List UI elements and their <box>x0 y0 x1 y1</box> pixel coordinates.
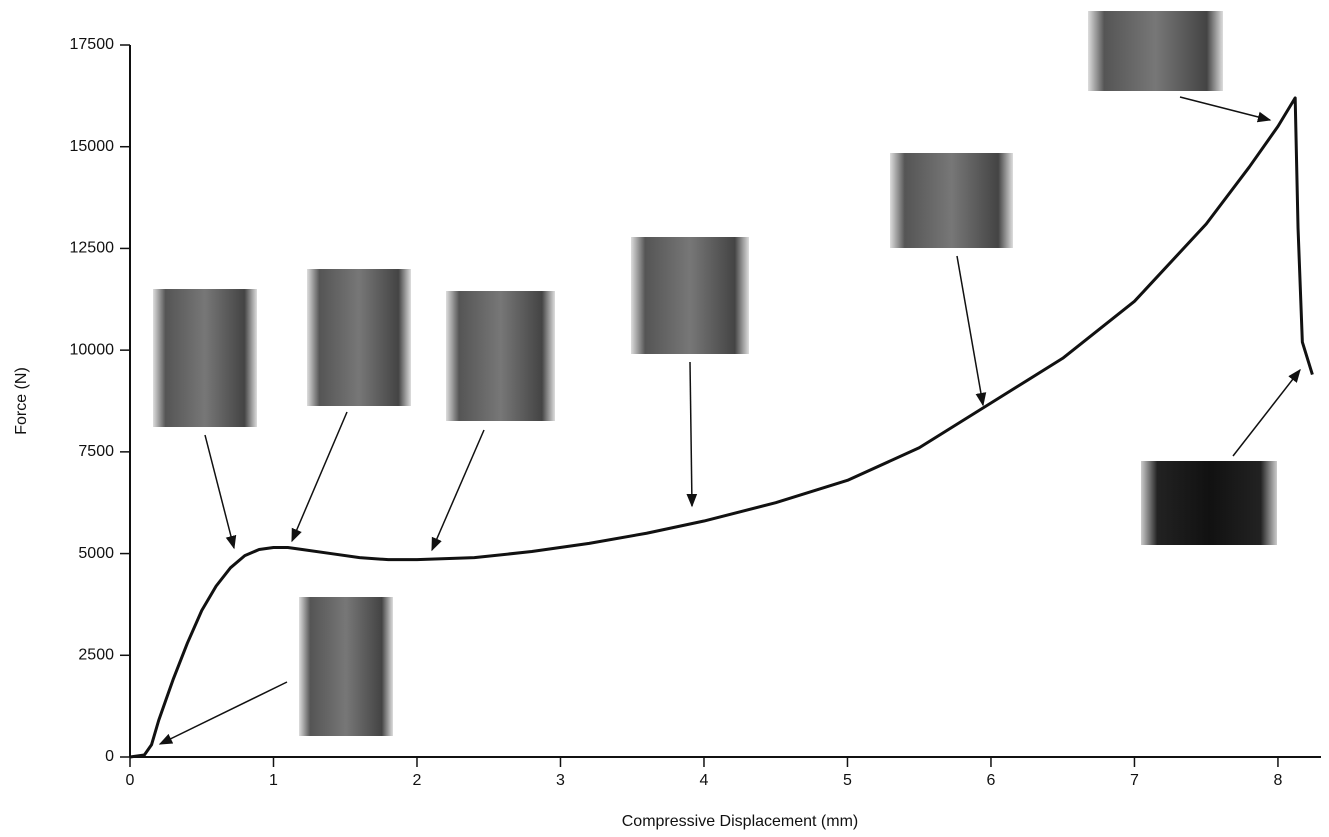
y-tick-label: 10000 <box>70 341 115 358</box>
x-tick-label: 4 <box>700 772 709 789</box>
specimen-photos <box>153 11 1277 736</box>
arrow <box>957 256 983 405</box>
photo <box>446 291 555 421</box>
photo <box>299 597 393 736</box>
x-tick-label: 2 <box>413 772 422 789</box>
photo <box>631 237 749 354</box>
y-tick-label: 5000 <box>78 545 114 562</box>
arrow <box>292 412 347 541</box>
chart: Compressive Displacement (mm) Force (N) … <box>0 0 1329 837</box>
photo <box>1141 461 1277 545</box>
arrow <box>1180 97 1270 120</box>
x-tick-label: 5 <box>843 772 852 789</box>
y-tick-label: 12500 <box>70 240 115 257</box>
y-tick-label: 7500 <box>78 443 114 460</box>
arrow <box>432 430 484 550</box>
photo <box>153 289 257 427</box>
arrow <box>160 682 287 744</box>
photo <box>890 153 1013 248</box>
photo <box>1088 11 1223 91</box>
x-tick-label: 7 <box>1130 772 1139 789</box>
photo <box>307 269 411 406</box>
y-tick-label: 0 <box>105 748 114 765</box>
x-tick-label: 0 <box>126 772 135 789</box>
y-axis-label: Force (N) <box>13 367 30 435</box>
y-tick-label: 2500 <box>78 647 114 664</box>
y-tick-label: 15000 <box>70 138 115 155</box>
arrow <box>690 362 692 506</box>
x-tick-label: 6 <box>987 772 996 789</box>
x-tick-label: 8 <box>1273 772 1282 789</box>
x-axis-label: Compressive Displacement (mm) <box>622 813 859 830</box>
x-tick-label: 3 <box>556 772 565 789</box>
x-tick-label: 1 <box>269 772 278 789</box>
arrow <box>205 435 234 548</box>
arrow <box>1233 370 1300 456</box>
y-tick-label: 17500 <box>70 36 115 53</box>
